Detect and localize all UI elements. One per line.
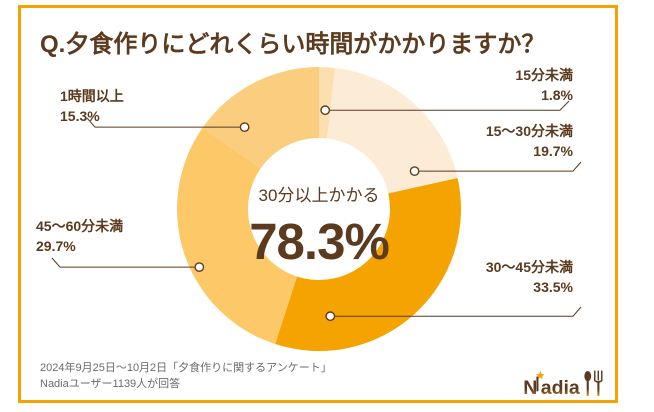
svg-text:N: N [523, 377, 537, 396]
svg-text:adia: adia [541, 377, 580, 396]
